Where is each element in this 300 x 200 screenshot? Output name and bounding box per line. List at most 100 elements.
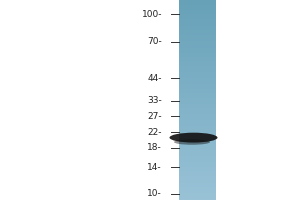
Bar [178, 36, 216, 37]
Bar [178, 163, 216, 164]
Bar [178, 3, 216, 4]
Bar [178, 82, 216, 83]
Bar [178, 28, 216, 29]
Bar [178, 100, 216, 101]
Bar [178, 43, 216, 44]
Bar [178, 154, 216, 155]
Bar [178, 171, 216, 172]
Bar [178, 167, 216, 168]
Bar [178, 140, 216, 141]
Bar [178, 184, 216, 185]
Bar [178, 38, 216, 39]
Bar [178, 120, 216, 121]
Bar [178, 135, 216, 136]
Bar [178, 16, 216, 17]
Bar [178, 146, 216, 147]
Bar [178, 42, 216, 43]
Bar [178, 151, 216, 152]
Bar [178, 196, 216, 197]
Bar [178, 96, 216, 97]
Ellipse shape [169, 133, 217, 143]
Bar [178, 72, 216, 73]
Bar [178, 41, 216, 42]
Bar [178, 139, 216, 140]
Bar [178, 5, 216, 6]
Bar [178, 157, 216, 158]
Bar [178, 185, 216, 186]
Bar [178, 85, 216, 86]
Bar [178, 91, 216, 92]
Bar [178, 187, 216, 188]
Bar [178, 165, 216, 166]
Bar [178, 133, 216, 134]
Bar [178, 155, 216, 156]
Bar [178, 177, 216, 178]
Bar [178, 175, 216, 176]
Bar [178, 71, 216, 72]
Text: 44-: 44- [148, 74, 162, 83]
Bar [178, 134, 216, 135]
Bar [178, 83, 216, 84]
Bar [178, 46, 216, 47]
Bar [178, 75, 216, 76]
Bar [178, 25, 216, 26]
Bar [178, 0, 216, 1]
Text: 10-: 10- [147, 189, 162, 198]
Bar [178, 170, 216, 171]
Bar [178, 62, 216, 63]
Bar [178, 106, 216, 107]
Bar [178, 124, 216, 125]
Bar [178, 15, 216, 16]
Bar [178, 30, 216, 31]
Bar [178, 186, 216, 187]
Bar [178, 164, 216, 165]
Bar [178, 56, 216, 57]
Bar [178, 158, 216, 159]
Bar [178, 66, 216, 67]
Bar [178, 90, 216, 91]
Bar [178, 162, 216, 163]
Bar [178, 102, 216, 103]
Bar [178, 180, 216, 181]
Bar [178, 53, 216, 54]
Bar [178, 131, 216, 132]
Bar [178, 99, 216, 100]
Bar [178, 159, 216, 160]
Bar [178, 50, 216, 51]
Bar [178, 107, 216, 108]
Bar [178, 182, 216, 183]
Bar [178, 103, 216, 104]
Bar [178, 127, 216, 128]
Bar [178, 93, 216, 94]
Bar [178, 116, 216, 117]
Bar [178, 44, 216, 45]
Bar [178, 149, 216, 150]
Ellipse shape [174, 139, 210, 145]
Bar [178, 29, 216, 30]
Bar [178, 86, 216, 87]
Bar [178, 112, 216, 113]
Bar [178, 8, 216, 9]
Bar [178, 143, 216, 144]
Bar [178, 31, 216, 32]
Bar [178, 88, 216, 89]
Bar [178, 17, 216, 18]
Bar [178, 48, 216, 49]
Bar [178, 115, 216, 116]
Bar [178, 132, 216, 133]
Bar [178, 22, 216, 23]
Bar [178, 122, 216, 123]
Bar [178, 191, 216, 192]
Bar [178, 58, 216, 59]
Bar [178, 21, 216, 22]
Bar [178, 69, 216, 70]
Bar [178, 70, 216, 71]
Bar [178, 98, 216, 99]
Bar [178, 183, 216, 184]
Bar [178, 108, 216, 109]
Bar [178, 172, 216, 173]
Bar [178, 197, 216, 198]
Bar [178, 97, 216, 98]
Bar [178, 52, 216, 53]
Bar [178, 78, 216, 79]
